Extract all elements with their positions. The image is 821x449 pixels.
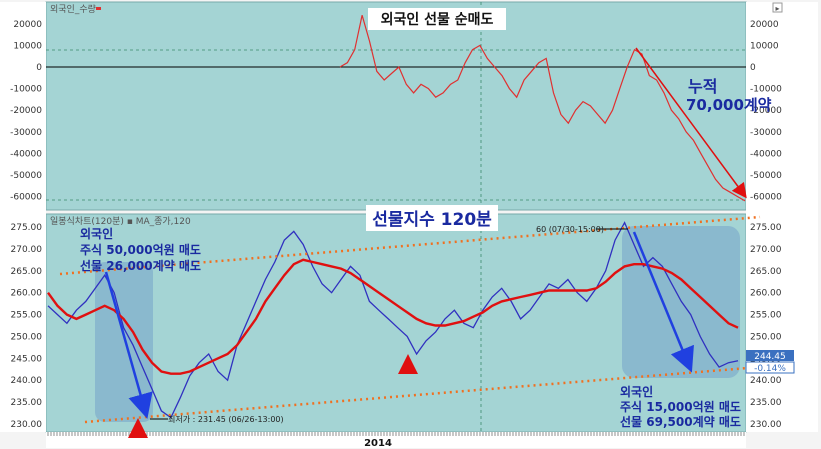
top-y-tick-right: -10000 <box>750 85 782 95</box>
bottom-y-tick-right: 260.00 <box>750 289 782 299</box>
bottom-y-tick-left: 270.00 <box>11 245 43 255</box>
bottom-title-box <box>366 205 498 231</box>
panel-settings-icon[interactable] <box>772 2 783 13</box>
left-decline-arrow <box>104 271 153 419</box>
x-axis-area <box>46 432 746 448</box>
right-note-line-1: 외국인 <box>620 384 653 399</box>
left-note-line-2: 주식 50,000억원 매도 <box>80 242 201 257</box>
panel-settings-icon-glyph: ▸ <box>775 4 779 13</box>
top-y-tick-right: -50000 <box>750 171 782 181</box>
top-y-tick-right: -20000 <box>750 106 782 116</box>
top-y-tick-left: -50000 <box>10 171 42 181</box>
price-series-line <box>47 221 739 419</box>
x-axis-year-label: 2014 <box>364 438 392 449</box>
top-y-tick-left: 20000 <box>13 20 42 30</box>
ma-series-line <box>47 258 739 375</box>
last-change-badge <box>745 361 795 374</box>
bottom-y-tick-left: 230.00 <box>11 420 43 430</box>
top-y-tick-left: -20000 <box>10 106 42 116</box>
low-price-label: 최저가 : 231.45 (06/26-13:00) <box>168 414 284 424</box>
top-y-tick-left: -10000 <box>10 85 42 95</box>
bottom-panel-title: 선물지수 120분 <box>372 210 492 230</box>
top-y-tick-right: -30000 <box>750 128 782 138</box>
top-y-tick-right: 10000 <box>750 41 779 51</box>
top-y-tick-right: 20000 <box>750 20 779 30</box>
bottom-y-tick-right: 255.00 <box>750 311 782 321</box>
cumulative-value: 70,000계약 <box>686 96 772 114</box>
bottom-y-tick-right: 240.00 <box>750 376 782 386</box>
top-y-tick-left: -60000 <box>10 193 42 203</box>
bottom-y-tick-right: 270.00 <box>750 245 782 255</box>
lower-trend-line <box>84 365 761 424</box>
top-y-tick-right: -60000 <box>750 193 782 203</box>
bottom-y-tick-right: 250.00 <box>750 332 782 342</box>
top-panel-title: 외국인 선물 순매도 <box>381 11 494 28</box>
last-price-value: 244.45 <box>754 352 786 362</box>
bottom-y-tick-left: 245.00 <box>11 354 43 364</box>
right-note-line-3: 선물 69,500계약 매도 <box>620 414 741 429</box>
bottom-y-tick-right: 230.00 <box>750 420 782 430</box>
top-panel-header: 외국인_수량 <box>50 3 96 15</box>
cumulative-label: 누적 <box>688 77 717 96</box>
left-note-line-1: 외국인 <box>80 226 113 241</box>
last-change-value: -0.14% <box>754 364 786 374</box>
bottom-y-tick-left: 250.00 <box>11 332 43 342</box>
left-highlight-box <box>95 262 153 422</box>
bottom-y-tick-left: 260.00 <box>11 289 43 299</box>
top-decline-arrow <box>635 47 747 199</box>
left-note-line-3: 선물 26,000계약 매도 <box>80 258 201 273</box>
top-y-tick-right: 0 <box>750 63 756 73</box>
bottom-y-tick-right: 265.00 <box>750 267 782 277</box>
bottom-y-tick-left: 235.00 <box>11 398 43 408</box>
right-decline-arrow <box>632 231 694 373</box>
bottom-y-tick-left: 265.00 <box>11 267 43 277</box>
top-y-tick-left: -40000 <box>10 149 42 159</box>
high-price-label: 60 (07/30-15:00) <box>536 225 604 234</box>
top-y-tick-left: 0 <box>36 63 42 73</box>
last-price-badge <box>746 350 794 361</box>
bottom-y-tick-right: 275.00 <box>750 223 782 233</box>
top-y-tick-right: -40000 <box>750 149 782 159</box>
bottom-y-tick-right: 235.00 <box>750 398 782 408</box>
top-header-legend-swatch <box>96 7 101 10</box>
top-series-line <box>339 15 746 202</box>
bottom-panel-header: 일봉식차트(120분) ▪ MA_종가,120 <box>50 215 191 227</box>
top-y-tick-left: 10000 <box>13 41 42 51</box>
right-note-line-2: 주식 15,000억원 매도 <box>620 399 741 414</box>
bottom-y-tick-left: 255.00 <box>11 311 43 321</box>
bottom-y-tick-left: 240.00 <box>11 376 43 386</box>
top-y-tick-left: -30000 <box>10 128 42 138</box>
top-title-box <box>368 8 506 30</box>
top-plot-area <box>45 1 747 211</box>
left-axis-area <box>0 2 46 432</box>
bottom-y-tick-left: 275.00 <box>11 223 43 233</box>
